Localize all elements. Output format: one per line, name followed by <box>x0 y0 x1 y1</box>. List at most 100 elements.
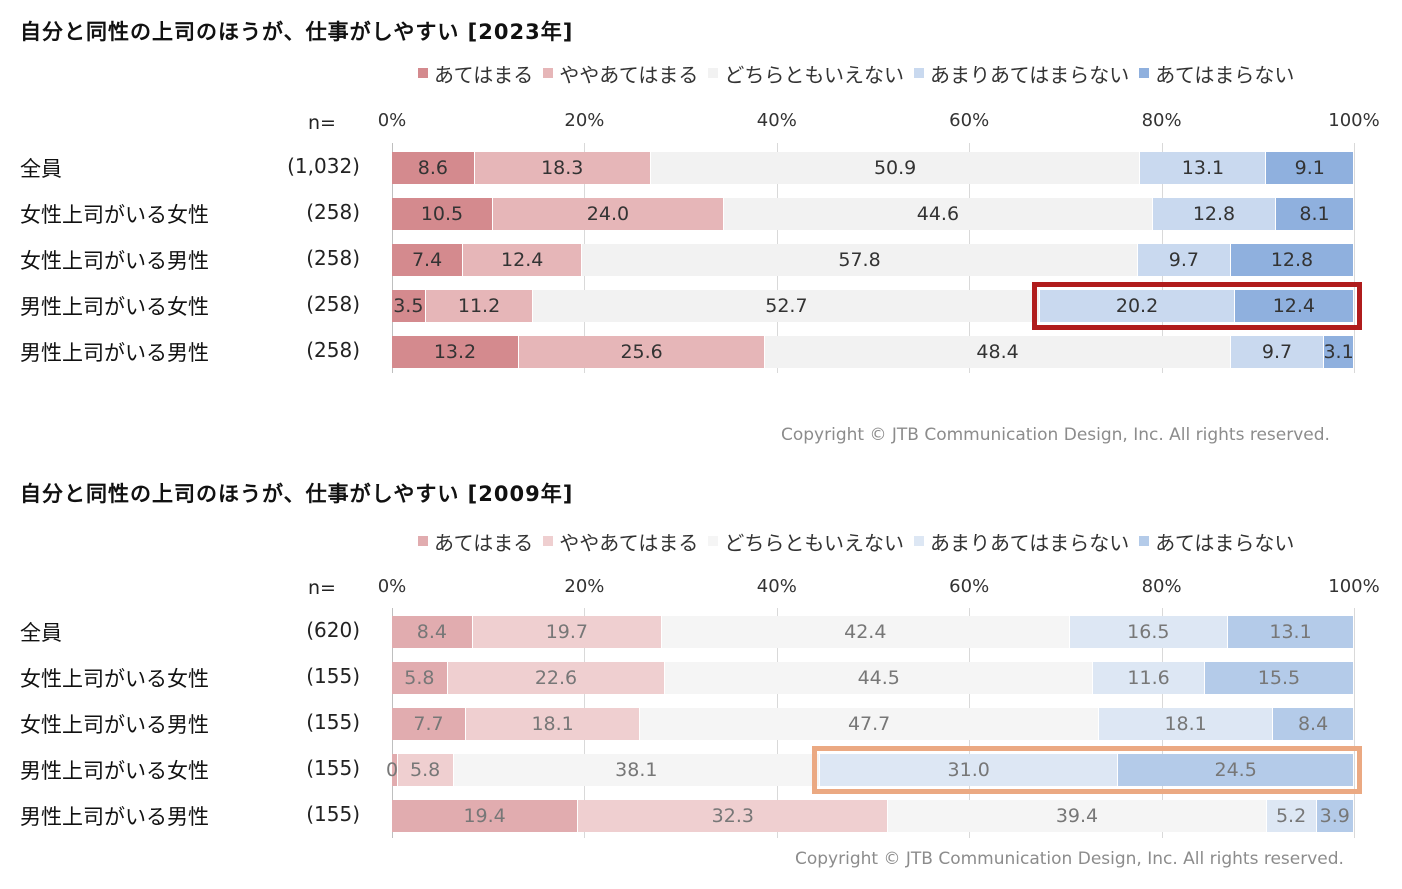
bar-row: 19.4 32.3 39.4 5.2 3.9 <box>392 800 1354 832</box>
data-label: 13.1 <box>1269 621 1312 643</box>
sample-size: (258) <box>306 246 360 270</box>
category-label: 女性上司がいる女性 <box>20 667 209 691</box>
legend-swatch <box>708 68 719 78</box>
legend-item: あまりあてはまらない <box>914 59 1129 88</box>
category-label: 全員 <box>20 621 62 645</box>
data-label: 25.6 <box>620 341 663 363</box>
bar-row: 7.7 18.1 47.7 18.1 8.4 <box>392 708 1354 740</box>
legend-item: あてはまる <box>418 59 533 88</box>
copyright-text: Copyright © JTB Communication Design, In… <box>795 849 1344 869</box>
bar-segment: 20.2 <box>1040 290 1235 322</box>
bar-segment: 22.6 <box>447 662 666 694</box>
bar-row: 3.5 11.2 52.7 20.2 12.4 <box>392 290 1354 322</box>
bar-row: 10.5 24.0 44.6 12.8 8.1 <box>392 198 1354 230</box>
bar-segment: 50.9 <box>650 152 1141 184</box>
data-label: 44.6 <box>916 203 960 225</box>
legend-label: あてはまらない <box>1155 62 1295 87</box>
sample-size: (620) <box>306 618 360 642</box>
legend-label: ややあてはまる <box>559 530 699 555</box>
data-label: 11.2 <box>457 295 501 317</box>
data-label: 3.1 <box>1323 341 1354 363</box>
data-label: 24.0 <box>586 203 630 225</box>
bar-segment: 5.8 <box>392 662 448 694</box>
data-label: 9.7 <box>1168 249 1199 271</box>
data-label: 9.1 <box>1294 157 1325 179</box>
data-label: 19.7 <box>545 621 589 643</box>
bar-segment: 47.7 <box>640 708 1100 740</box>
bar-segment: 8.4 <box>1273 708 1354 740</box>
plot-area: 8.4 19.7 42.4 16.5 13.1 5.8 22.6 44.5 11.6 15.5 7.… <box>386 608 1362 838</box>
bar-segment: 32.3 <box>578 800 889 832</box>
bar-segment: 12.8 <box>1230 244 1354 276</box>
data-label: 52.7 <box>765 295 808 317</box>
data-label: 18.1 <box>531 713 574 735</box>
legend-label: あてはまらない <box>1155 530 1295 555</box>
data-label: 42.4 <box>844 621 887 643</box>
category-label: 男性上司がいる男性 <box>20 341 209 365</box>
x-tick-label: 60% <box>949 110 990 131</box>
legend: あてはまる ややあてはまる どちらともいえない あまりあてはまらない あてはまら… <box>418 58 1304 88</box>
x-tick-label: 0% <box>377 576 407 597</box>
data-label: 13.1 <box>1181 157 1225 179</box>
legend-label: あてはまる <box>434 530 534 555</box>
data-label: 8.1 <box>1299 203 1330 225</box>
legend-label: あてはまる <box>434 62 534 87</box>
data-label: 22.6 <box>534 667 578 689</box>
gridline <box>1354 143 1355 373</box>
legend-item: どちらともいえない <box>708 527 904 556</box>
x-tick-label: 80% <box>1141 576 1182 597</box>
data-label: 5.2 <box>1275 805 1307 827</box>
category-label: 女性上司がいる女性 <box>20 203 209 227</box>
data-label: 8.4 <box>1297 713 1329 735</box>
bar-segment: 7.7 <box>392 708 467 740</box>
category-label: 男性上司がいる女性 <box>20 295 209 319</box>
bar-segment: 13.1 <box>1228 616 1354 648</box>
chart-title: 自分と同性の上司のほうが、仕事がしやすい [2023年] <box>20 20 574 44</box>
legend-label: どちらともいえない <box>724 530 905 555</box>
data-label: 16.5 <box>1127 621 1170 643</box>
legend-item: あてはまる <box>418 527 533 556</box>
data-label: 9.7 <box>1261 341 1293 363</box>
bar-segment: 11.2 <box>425 290 534 322</box>
bar-segment: 3.1 <box>1323 336 1354 368</box>
x-tick-label: 40% <box>756 110 797 131</box>
data-label: 18.3 <box>541 157 584 179</box>
legend: あてはまる ややあてはまる どちらともいえない あまりあてはまらない あてはまら… <box>418 526 1304 556</box>
data-label: 50.9 <box>873 157 917 179</box>
category-label: 男性上司がいる女性 <box>20 759 209 783</box>
bar-segment: 24.5 <box>1118 754 1354 786</box>
n-label: n= <box>308 112 336 134</box>
data-label: 39.4 <box>1055 805 1099 827</box>
data-label: 18.1 <box>1164 713 1207 735</box>
bar-segment: 18.1 <box>466 708 641 740</box>
sample-size: (1,032) <box>287 154 360 178</box>
bar-segment: 16.5 <box>1069 616 1229 648</box>
data-label: 12.8 <box>1192 203 1236 225</box>
highlight-box <box>812 746 1362 794</box>
legend-swatch <box>1139 68 1150 78</box>
bar-segment: 24.0 <box>493 198 724 230</box>
sample-size: (258) <box>306 200 360 224</box>
data-label: 10.5 <box>420 203 464 225</box>
bar-segment: 3.5 <box>392 290 426 322</box>
data-label: 24.5 <box>1214 759 1257 781</box>
x-tick-label: 80% <box>1141 110 1182 131</box>
bar-segment: 13.1 <box>1140 152 1267 184</box>
category-label: 女性上司がいる男性 <box>20 249 209 273</box>
x-tick-label: 20% <box>564 576 605 597</box>
legend-label: あまりあてはまらない <box>930 530 1130 555</box>
chart-panel-2023: 自分と同性の上司のほうが、仕事がしやすい [2023年] あてはまる ややあては… <box>20 20 1380 445</box>
bar-segment: 31.0 <box>820 754 1119 786</box>
category-label: 男性上司がいる男性 <box>20 805 209 829</box>
bar-segment: 44.6 <box>723 198 1153 230</box>
data-label: 12.8 <box>1270 249 1314 271</box>
legend-swatch <box>543 68 554 78</box>
legend-swatch <box>418 536 428 546</box>
bar-segment: 9.1 <box>1266 152 1354 184</box>
category-label: 女性上司がいる男性 <box>20 713 209 737</box>
x-tick-label: 0% <box>377 110 407 131</box>
bar-row: 5.8 22.6 44.5 11.6 15.5 <box>392 662 1354 694</box>
legend-label: あまりあてはまらない <box>930 62 1130 87</box>
legend-swatch <box>914 536 925 546</box>
legend-swatch <box>914 68 925 78</box>
